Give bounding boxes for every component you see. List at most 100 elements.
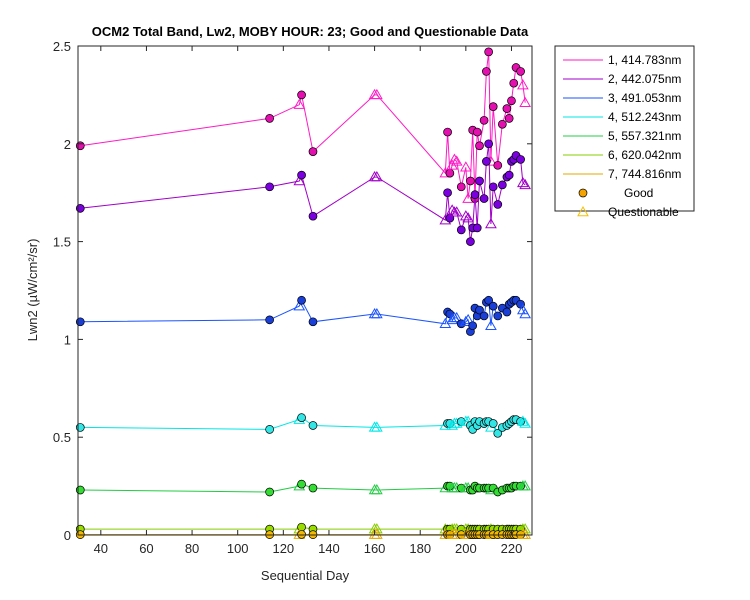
plot-frame [77,45,533,536]
questionable-point [459,161,472,172]
legend-entry: 5, 557.321nm [563,129,681,143]
questionable-point [519,417,532,428]
good-point [308,211,318,221]
good-point [466,237,475,246]
x-axis-label: Sequential Day [261,568,350,583]
x-tick-label: 100 [227,541,249,556]
good-point [472,127,482,137]
legend-entry: 1, 414.783nm [563,53,681,67]
x-tick-label: 60 [139,541,153,556]
questionable-point [446,313,459,325]
axis-ticks: 40 60 80 100 120 140 160 180 200 220 0 0.5 1 1.5 2 2.5 [53,39,532,556]
legend-entry: 3, 491.053nm [563,91,681,105]
good-point [479,115,489,125]
x-tick-label: 80 [185,541,199,556]
x-tick-label: 40 [94,541,108,556]
good-point [75,485,85,495]
legend-entry-questionable: Questionable [577,205,679,219]
questionable-point [517,415,529,426]
legend-entry: 2, 442.075nm [563,72,681,86]
good-point [497,180,507,190]
legend-label: 4, 512.243nm [608,110,681,124]
good-point [493,428,503,438]
legend-label: 7, 744.816nm [608,167,681,181]
questionable-point [517,176,529,188]
series-3 [75,295,532,336]
questionable-point [485,319,497,330]
good-point [308,483,318,493]
legend-entry: 4, 512.243nm [563,110,681,124]
good-point [445,168,455,178]
questionable-point [462,212,474,223]
legend-entry: 6, 620.042nm [563,148,681,162]
good-point [308,317,318,327]
questionable-point [371,484,383,495]
legend-good-label: Good [624,186,653,200]
good-point [443,188,452,198]
y-tick-label: 2.5 [53,39,71,54]
questionable-point [371,171,383,182]
good-point [466,176,475,186]
good-point [497,119,507,129]
legend-label: 5, 557.321nm [608,129,681,143]
questionable-point [446,204,459,215]
series-2 [75,139,532,246]
questionable-point [462,313,474,325]
good-point [265,114,274,123]
legend-label: 2, 442.075nm [608,72,681,86]
good-point [504,114,514,123]
legend-good-marker [578,188,588,198]
good-point [75,317,85,327]
questionable-point [371,421,383,432]
good-point [488,182,498,192]
good-point [468,321,478,331]
good-point [493,160,503,170]
good-point [297,90,306,100]
good-point [493,200,503,209]
questionable-point [371,307,383,319]
good-point [472,223,482,233]
x-tick-label: 220 [501,541,523,556]
questionable-point [448,153,461,164]
good-point [297,479,306,489]
legend-entry: 7, 744.816nm [563,167,681,181]
good-point [265,315,274,325]
good-point [475,305,484,315]
legend-entry-good: Good [578,186,653,200]
good-point [484,295,494,305]
y-tick-label: 2 [64,137,71,152]
legend-label: 1, 414.783nm [608,53,681,67]
good-point [493,311,503,321]
good-point [516,67,525,76]
questionable-point [519,528,532,539]
questionable-point [459,315,472,327]
good-point [297,295,306,305]
good-point [516,299,525,309]
series-5 [75,479,532,497]
good-point [488,419,498,428]
good-point [297,530,306,539]
good-point [265,487,274,497]
plot-area [75,47,532,539]
good-point [488,301,498,311]
good-point [75,141,85,151]
good-point [75,203,85,213]
good-point [470,190,480,200]
good-point [265,182,274,192]
questionable-point [519,96,532,107]
questionable-point [517,79,529,90]
good-point [516,155,525,164]
good-point [482,67,491,76]
chart-title: OCM2 Total Band, Lw2, MOBY HOUR: 23; Goo… [92,24,529,39]
legend-questionable-marker [577,205,589,217]
good-point [504,170,514,180]
questionable-point [293,98,306,109]
y-tick-label: 0.5 [53,430,71,445]
good-point [308,147,318,156]
questionable-point [450,311,463,323]
good-point [479,311,489,321]
x-tick-label: 180 [409,541,431,556]
good-point [479,194,489,203]
questionable-point [450,155,463,166]
good-point [475,141,484,151]
